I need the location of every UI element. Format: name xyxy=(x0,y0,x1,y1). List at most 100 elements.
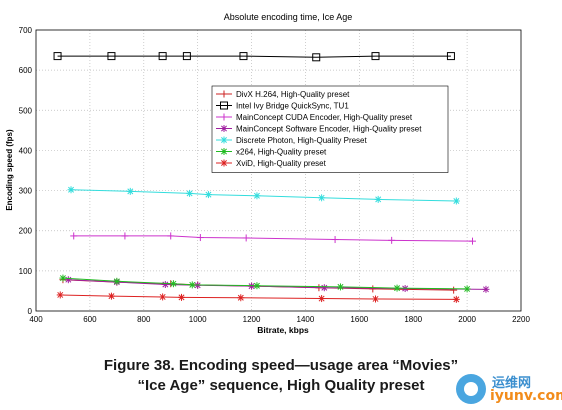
legend-marker xyxy=(220,101,228,110)
data-point xyxy=(482,285,490,293)
legend-label: Discrete Photon, High-Quality Preset xyxy=(236,136,368,145)
data-point xyxy=(253,282,261,290)
watermark-cn-text: 运维网 xyxy=(492,376,532,391)
x-tick-label: 800 xyxy=(137,315,151,324)
data-point xyxy=(446,52,455,61)
x-tick-label: 1000 xyxy=(189,315,207,324)
watermark-en-text: iyunv.com xyxy=(490,388,562,404)
series-6 xyxy=(56,291,460,303)
y-tick-label: 300 xyxy=(19,187,33,196)
data-point xyxy=(196,234,204,242)
legend-label: x264, High-Quality preset xyxy=(236,148,327,157)
watermark-logo-icon xyxy=(456,374,486,404)
data-point xyxy=(372,295,379,303)
data-point xyxy=(452,197,460,205)
data-point xyxy=(161,281,169,289)
x-tick-label: 1200 xyxy=(243,315,261,324)
legend-label: Intel Ivy Bridge QuickSync, TU1 xyxy=(236,102,349,111)
data-point xyxy=(312,53,321,62)
figure-caption-line-2: “Ice Age” sequence, High Quality preset xyxy=(137,377,425,394)
legend-marker xyxy=(220,148,228,155)
data-point xyxy=(186,189,194,197)
data-point xyxy=(169,280,177,288)
series-line xyxy=(71,189,457,202)
data-point xyxy=(463,285,471,293)
plot-frame xyxy=(35,29,522,312)
data-point xyxy=(67,186,75,194)
y-tick-label: 600 xyxy=(19,66,33,75)
legend: DivX H.264, High-Quality preset Intel Ivy… xyxy=(211,85,449,173)
data-point xyxy=(469,237,476,245)
data-point xyxy=(393,284,401,292)
data-point xyxy=(320,284,328,292)
site-watermark: 运维网 iyunv.com xyxy=(456,370,562,406)
data-point xyxy=(113,277,121,285)
legend-entry: Discrete Photon, High-Quality Preset xyxy=(216,136,368,145)
series-3 xyxy=(64,276,490,293)
y-tick-label: 200 xyxy=(19,227,33,236)
series-layer xyxy=(53,52,490,303)
legend-entry: MainConcept CUDA Encoder, High-Quality p… xyxy=(216,113,413,122)
data-point xyxy=(237,294,245,302)
data-point xyxy=(204,191,212,199)
y-tick-label: 500 xyxy=(19,106,33,115)
data-point xyxy=(318,295,326,303)
series-line xyxy=(62,277,468,290)
legend-label: DivX H.264, High-Quality preset xyxy=(236,90,350,99)
series-line xyxy=(57,55,451,58)
x-tick-label: 1600 xyxy=(350,315,368,324)
data-point xyxy=(126,187,134,195)
data-point xyxy=(64,276,72,284)
series-4 xyxy=(67,186,460,205)
data-point xyxy=(167,232,175,240)
legend-marker xyxy=(220,136,228,144)
figure-caption-line-1: Figure 38. Encoding speed—usage area “Mo… xyxy=(103,357,459,374)
y-tick-label: 700 xyxy=(19,26,33,35)
data-point xyxy=(450,286,458,294)
data-point xyxy=(188,281,196,289)
legend-label: XviD, High-Quality preset xyxy=(236,159,327,168)
data-point xyxy=(178,293,185,301)
x-tick-label: 1400 xyxy=(297,315,315,324)
legend-marker xyxy=(220,90,228,98)
data-point xyxy=(53,52,62,61)
series-line xyxy=(73,235,473,242)
legend-entry: x264, High-Quality preset xyxy=(216,148,327,157)
data-point xyxy=(56,291,64,299)
data-point xyxy=(371,52,380,61)
data-point xyxy=(182,52,191,61)
legend-entry: DivX H.264, High-Quality preset xyxy=(216,90,350,99)
legend-entry: MainConcept Software Encoder, High-Quali… xyxy=(216,125,422,134)
x-axis: 400 600 800 1000 1200 1400 1600 1800 2000 2200 xyxy=(29,315,530,324)
data-point xyxy=(452,295,460,303)
x-tick-label: 2200 xyxy=(512,315,530,324)
series-5 xyxy=(59,274,471,293)
legend-marker xyxy=(220,113,228,121)
data-point xyxy=(369,285,377,293)
chart: Absolute encoding time, Ice Age 400 600 80… xyxy=(5,12,530,335)
legend-label: MainConcept Software Encoder, High-Quali… xyxy=(236,125,422,134)
legend-entry: XviD, High-Quality preset xyxy=(216,159,327,168)
data-point xyxy=(331,236,339,244)
y-tick-label: 0 xyxy=(28,307,33,316)
data-point xyxy=(159,293,167,301)
x-tick-label: 400 xyxy=(29,315,43,324)
x-tick-label: 1800 xyxy=(404,315,422,324)
data-point xyxy=(242,234,250,242)
data-point xyxy=(59,274,67,282)
data-point xyxy=(121,232,129,240)
data-point xyxy=(253,192,261,200)
data-point xyxy=(336,283,344,291)
series-line xyxy=(68,279,486,290)
legend-marker xyxy=(220,125,228,132)
legend-box xyxy=(211,85,449,173)
data-point xyxy=(239,52,248,61)
legend-label: MainConcept CUDA Encoder, High-Quality p… xyxy=(236,113,413,122)
series-1 xyxy=(53,52,455,62)
data-point xyxy=(158,52,167,61)
x-tick-label: 600 xyxy=(83,315,97,324)
data-point xyxy=(318,194,326,202)
y-tick-label: 100 xyxy=(19,267,33,276)
data-point xyxy=(107,292,115,300)
chart-title: Absolute encoding time, Ice Age xyxy=(224,12,353,22)
